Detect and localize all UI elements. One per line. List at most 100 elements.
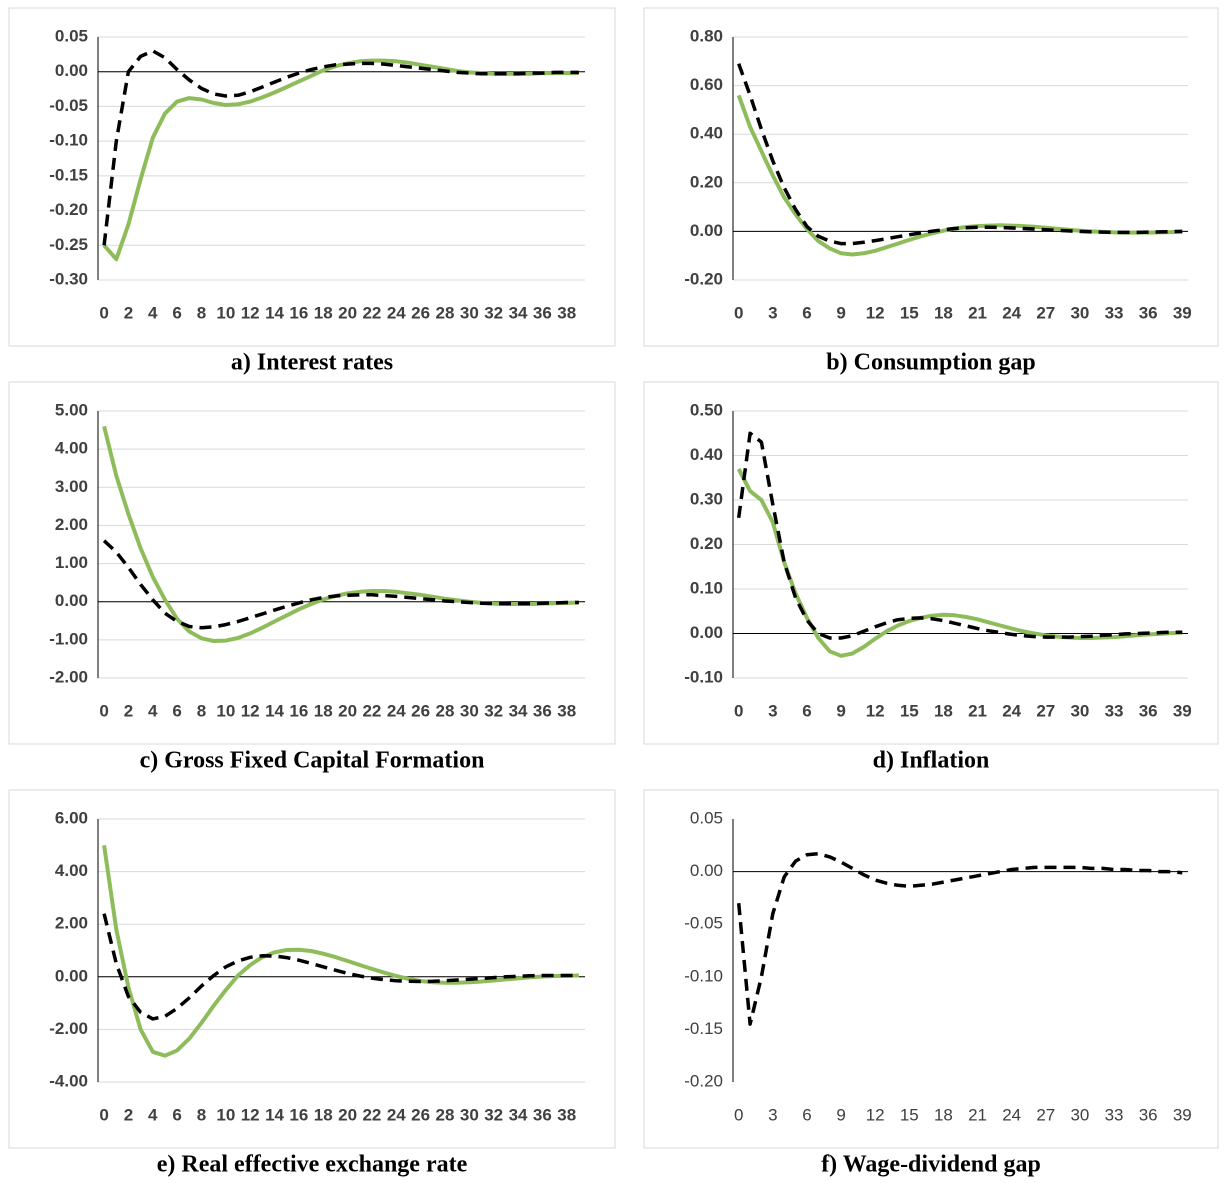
y-tick-label: -0.30 [49,269,88,288]
x-tick-label: 2 [124,303,133,322]
x-tick-label: 18 [934,701,953,720]
x-tick-label: 24 [387,1105,406,1124]
x-tick-label: 9 [836,701,845,720]
x-tick-label: 0 [99,303,108,322]
x-tick-label: 33 [1105,1105,1124,1124]
y-tick-label: 2.00 [55,914,88,933]
x-tick-label: 3 [768,1105,777,1124]
x-tick-label: 24 [1002,701,1021,720]
panel: -4.00-2.000.002.004.006.000 2 4 6 8 10 12 14 16 1… [8,789,616,1178]
x-tick-label: 24 [1002,303,1021,322]
x-tick-label: 27 [1036,701,1055,720]
caption: b) Consumption gap [826,350,1035,376]
y-tick-label: 0.00 [690,861,723,880]
y-tick-label: 0.80 [690,26,723,45]
x-tick-label: 15 [900,303,919,322]
x-tick-label: 36 [533,1105,552,1124]
y-tick-label: 0.00 [55,61,88,80]
x-tick-label: 34 [509,1105,528,1124]
y-tick-label: 0.30 [690,489,723,508]
x-tick-label: 6 [802,303,811,322]
x-tick-label: 22 [362,1105,381,1124]
y-tick-label: -0.05 [49,96,88,115]
series-line [737,63,1183,246]
x-tick-label: 8 [197,701,206,720]
x-tick-label: 0 [734,1105,743,1124]
caption: d) Inflation [873,748,990,774]
y-tick-label: 4.00 [55,439,88,458]
y-tick-label: 0.00 [55,966,88,985]
x-tick-label: 12 [241,303,260,322]
x-tick-label: 21 [968,1105,987,1124]
x-tick-label: 12 [241,701,260,720]
y-tick-label: 0.20 [690,534,723,553]
x-tick-label: 6 [802,1105,811,1124]
y-tick-label: 4.00 [55,861,88,880]
y-tick-label: 0.00 [690,221,723,240]
y-tick-label: -0.15 [49,165,88,184]
x-tick-label: 38 [557,303,576,322]
x-tick-label: 32 [484,701,503,720]
x-tick-label: 21 [968,701,987,720]
x-tick-label: 30 [1070,1105,1089,1124]
x-tick-label: 34 [509,303,528,322]
x-tick-label: 14 [265,303,284,322]
x-tick-label: 33 [1105,303,1124,322]
y-tick-label: -4.00 [49,1071,88,1090]
x-tick-label: 3 [768,303,777,322]
x-tick-label: 9 [836,1105,845,1124]
caption: c) Gross Fixed Capital Formation [140,748,485,774]
x-tick-label: 4 [148,1105,158,1124]
x-tick-label: 27 [1036,303,1055,322]
x-tick-label: 8 [197,1105,206,1124]
x-tick-label: 24 [387,701,406,720]
panel: -0.20-0.15-0.10-0.050.000.050 3 6 9 12 15 18 21… [643,789,1219,1178]
caption: e) Real effective exchange rate [157,1152,468,1178]
x-tick-label: 26 [411,303,430,322]
x-tick-label: 30 [460,1105,479,1124]
x-tick-label: 30 [1070,303,1089,322]
y-tick-label: -1.00 [49,629,88,648]
x-tick-label: 21 [968,303,987,322]
x-tick-label: 27 [1036,1105,1055,1124]
x-tick-label: 28 [436,1105,455,1124]
x-tick-label: 8 [197,303,206,322]
y-tick-label: -0.05 [684,914,723,933]
y-tick-label: -0.20 [684,1071,723,1090]
x-tick-label: 12 [866,1105,885,1124]
series-line [736,94,1183,257]
y-tick-label: 3.00 [55,477,88,496]
x-tick-label: 33 [1105,701,1124,720]
x-tick-label: 12 [241,1105,260,1124]
panel-frame [8,7,616,347]
series-line [102,58,579,262]
x-tick-label: 14 [265,1105,284,1124]
x-tick-label: 16 [289,303,308,322]
x-tick-label: 30 [460,701,479,720]
x-tick-label: 6 [172,1105,181,1124]
series-line [736,851,1183,1026]
x-tick-label: 6 [172,303,181,322]
x-tick-label: 30 [1070,701,1089,720]
y-tick-label: 1.00 [55,553,88,572]
y-tick-label: 0.60 [690,75,723,94]
y-tick-label: 0.50 [690,400,723,419]
series-line [102,539,579,630]
x-tick-label: 9 [836,303,845,322]
y-tick-label: -2.00 [49,1019,88,1038]
x-tick-label: 24 [1002,1105,1021,1124]
x-tick-label: 15 [900,701,919,720]
series-line [102,49,579,246]
y-tick-label: -0.10 [684,966,723,985]
x-tick-label: 18 [934,1105,953,1124]
y-tick-label: 0.10 [690,578,723,597]
x-tick-label: 16 [289,701,308,720]
x-tick-label: 36 [533,303,552,322]
y-tick-label: 0.05 [690,808,723,827]
y-tick-label: -0.15 [684,1019,723,1038]
y-tick-label: 0.00 [690,623,723,642]
x-tick-label: 28 [436,701,455,720]
series-line [736,467,1183,658]
x-tick-label: 3 [768,701,777,720]
